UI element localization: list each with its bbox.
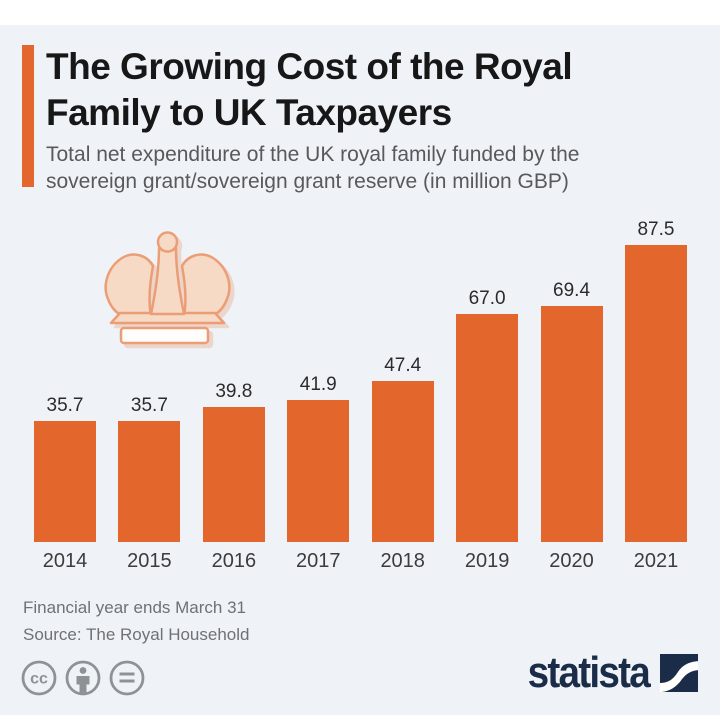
title-line-2: Family to UK Taxpayers <box>46 92 452 133</box>
value-label: 69.4 <box>553 280 591 301</box>
bar <box>202 406 265 542</box>
category-label: 2017 <box>296 550 341 572</box>
crown-icon <box>104 231 231 345</box>
bar-chart: 35.7 2014 35.7 2015 39.8 2016 41.9 2017 47.4 2018… <box>34 219 687 571</box>
crown-orb <box>156 231 179 253</box>
value-label: 87.5 <box>637 218 675 240</box>
attribution-icon[interactable] <box>64 659 102 697</box>
bar-column: 35.7 2014 <box>34 396 96 571</box>
bar-column: 47.4 2018 <box>371 354 434 572</box>
bar <box>540 306 603 542</box>
value-label: 67.0 <box>468 288 506 310</box>
bar <box>456 314 519 542</box>
title-accent-bar <box>22 45 34 187</box>
license-icons: cc <box>20 659 146 697</box>
bar <box>624 244 687 542</box>
category-label: 2020 <box>549 550 594 572</box>
bar <box>118 420 181 542</box>
cc-icon[interactable]: cc <box>20 659 58 697</box>
category-label: 2015 <box>127 550 172 572</box>
bar <box>287 399 350 542</box>
category-label: 2014 <box>42 550 88 572</box>
bar <box>371 380 434 542</box>
value-label: 35.7 <box>46 394 84 416</box>
statista-mark-icon <box>660 654 698 692</box>
bar-column: 67.0 2019 <box>456 288 519 572</box>
bar <box>34 420 96 542</box>
bar-column: 35.7 2015 <box>118 394 181 572</box>
value-label: 41.9 <box>299 373 337 395</box>
crown-left-lobe <box>104 253 155 318</box>
no-derivatives-icon[interactable] <box>108 659 146 697</box>
bar-column: 87.5 2021 <box>624 218 687 572</box>
category-label: 2018 <box>380 550 425 572</box>
cc-icon-label: cc <box>30 671 48 688</box>
value-label: 47.4 <box>384 354 422 376</box>
chart-subtitle: Total net expenditure of the UK royal fa… <box>46 141 706 195</box>
footnote-source: Source: The Royal Household <box>23 625 250 644</box>
category-label: 2021 <box>633 550 679 572</box>
statista-wordmark: statista <box>527 648 650 697</box>
category-label: 2019 <box>464 550 510 572</box>
bar-column: 69.4 2020 <box>540 280 603 572</box>
subtitle-line-1: Total net expenditure of the UK royal fa… <box>46 143 580 166</box>
statista-logo[interactable]: statista <box>511 651 698 695</box>
bar-column: 39.8 2016 <box>202 380 265 572</box>
crown-band <box>119 326 210 345</box>
chart-footnotes: Financial year ends March 31 Source: The… <box>23 594 250 648</box>
footnote-fiscal-year: Financial year ends March 31 <box>23 598 247 617</box>
subtitle-line-2: sovereign grant/sovereign grant reserve … <box>46 170 569 193</box>
value-label: 35.7 <box>130 394 168 416</box>
category-label: 2016 <box>211 550 257 572</box>
page-title: The Growing Cost of the Royal Family to … <box>46 44 706 136</box>
title-line-1: The Growing Cost of the Royal <box>46 46 573 87</box>
crown-right-lobe <box>180 253 231 318</box>
value-label: 39.8 <box>215 380 253 402</box>
bar-column: 41.9 2017 <box>287 373 350 572</box>
